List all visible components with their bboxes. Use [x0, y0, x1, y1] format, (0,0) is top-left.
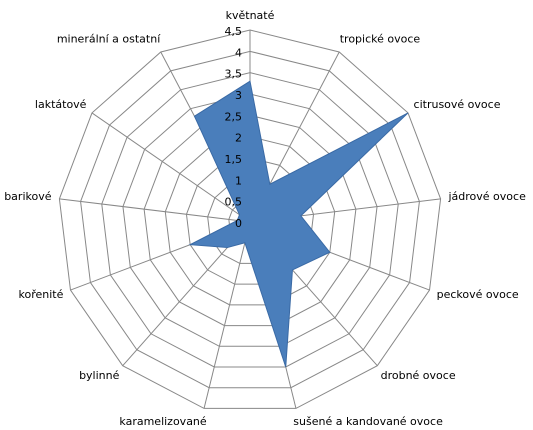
- tick-label: 0: [235, 217, 242, 230]
- data-area: [188, 80, 409, 368]
- tick-label: 3: [235, 89, 242, 102]
- category-label: karamelizované: [119, 415, 207, 426]
- tick-label: 3,5: [225, 68, 243, 81]
- tick-label: 1,5: [225, 153, 243, 166]
- category-label: bylinné: [79, 369, 120, 382]
- category-label: kořenité: [19, 288, 64, 301]
- spoke: [91, 112, 251, 223]
- category-label: květnaté: [226, 9, 275, 22]
- tick-label: 1: [235, 174, 242, 187]
- grid-ring: [58, 29, 442, 409]
- grid-ring: [80, 50, 420, 389]
- category-label: peckové ovoce: [437, 288, 519, 301]
- tick-label: 2,5: [225, 110, 243, 123]
- tick-label: 0,5: [225, 196, 243, 209]
- category-label: drobné ovoce: [381, 369, 456, 382]
- category-label: citrusové ovoce: [414, 98, 501, 111]
- category-label: jádrové ovoce: [447, 190, 526, 203]
- tick-label: 2: [235, 132, 242, 145]
- spoke: [59, 198, 251, 223]
- tick-label: 4: [235, 46, 242, 59]
- spoke: [203, 221, 251, 409]
- grid-ring: [101, 72, 399, 368]
- category-label: tropické ovoce: [340, 33, 421, 46]
- category-label: sušené a kandované ovoce: [293, 415, 443, 426]
- category-label: barikové: [4, 190, 52, 203]
- category-label: minerální a ostatní: [57, 33, 161, 46]
- tick-label: 4,5: [225, 25, 243, 38]
- category-label: laktátové: [35, 98, 87, 111]
